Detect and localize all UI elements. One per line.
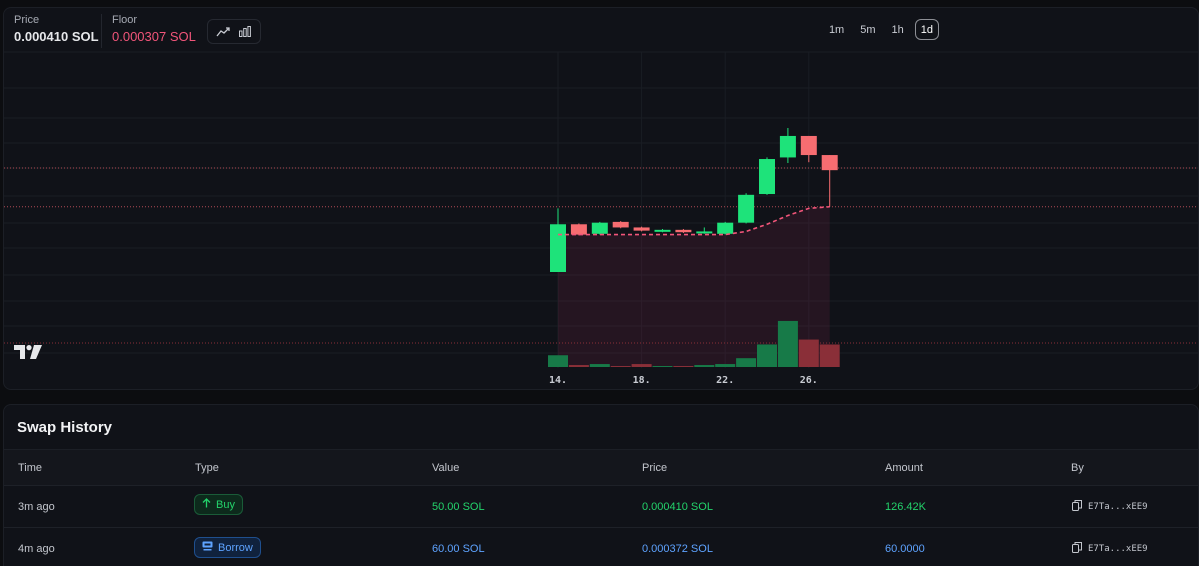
candle — [570, 224, 587, 235]
row-value: 50.00 SOL — [432, 501, 485, 513]
timeframe-1h-button[interactable]: 1h — [891, 23, 904, 36]
swap-history-title: Swap History — [17, 419, 113, 436]
candle — [654, 229, 671, 232]
volume-bar — [673, 366, 694, 367]
column-header-type: Type — [195, 462, 219, 474]
type-label: Buy — [216, 498, 235, 511]
candle — [738, 194, 755, 223]
volume-bar — [631, 364, 652, 367]
price-label: Price — [14, 14, 40, 26]
volume-bar — [610, 366, 631, 367]
swap-history-panel: Swap History Time Type Value Price Amoun… — [3, 404, 1199, 566]
volume-bar — [715, 364, 736, 367]
tradingview-logo-icon[interactable] — [14, 345, 42, 364]
table-row[interactable]: 3m ago Buy 50.00 SOL 0.000410 SOL 126.42… — [4, 485, 1198, 527]
candle — [759, 159, 775, 195]
table-row[interactable]: 4m ago Borrow 60.00 SOL 0.000372 SOL 60.… — [4, 527, 1198, 566]
timeframe-1m-button[interactable]: 1m — [828, 23, 845, 36]
volume-bar — [568, 365, 589, 367]
chart-type-toggle — [207, 19, 261, 44]
candle — [800, 135, 817, 156]
floor-area — [558, 206, 830, 367]
candle — [591, 222, 608, 234]
candle — [717, 222, 734, 234]
row-price: 0.000372 SOL — [642, 543, 713, 555]
column-header-price: Price — [642, 462, 668, 474]
timeframe-selector: 1m 5m 1h 1d — [824, 19, 939, 40]
row-by[interactable]: E7Ta...xEE9 — [1072, 500, 1148, 514]
volume-bar — [819, 344, 840, 367]
row-time: 4m ago — [18, 543, 55, 555]
candle — [675, 229, 692, 233]
row-value: 60.00 SOL — [432, 543, 485, 555]
floor-label: Floor — [112, 14, 138, 26]
price-chart-panel: 14. 18. 22. 26. Price 0.000410 SOL Floor 0.… — [3, 7, 1199, 390]
volume-bar — [736, 358, 757, 367]
line-chart-icon[interactable] — [214, 23, 232, 41]
volume-bar — [548, 355, 568, 367]
floor-series-line — [558, 205, 830, 236]
arrow-up-icon — [202, 498, 211, 511]
column-header-by: By — [1071, 462, 1084, 474]
wallet-address: E7Ta...xEE9 — [1088, 544, 1148, 554]
candle — [612, 221, 629, 228]
candle — [633, 227, 650, 231]
volume-bar — [777, 320, 798, 367]
candlestick-chart[interactable]: 14. 18. 22. 26. — [4, 8, 1199, 390]
row-price: 0.000410 SOL — [642, 501, 713, 513]
candle — [550, 224, 566, 272]
x-tick-label: 22. — [716, 375, 734, 386]
candle — [696, 231, 713, 234]
type-label: Borrow — [218, 541, 253, 554]
type-badge-borrow[interactable]: Borrow — [194, 537, 261, 558]
type-badge-buy[interactable]: Buy — [194, 494, 243, 515]
copy-icon[interactable] — [1072, 542, 1082, 556]
bar-chart-icon[interactable] — [236, 23, 254, 41]
table-header: Time Type Value Price Amount By — [4, 449, 1198, 486]
column-header-time: Time — [18, 462, 43, 474]
price-value: 0.000410 SOL — [14, 29, 99, 44]
volume-bar — [757, 344, 777, 367]
x-tick-label: 14. — [549, 375, 567, 386]
candle — [821, 155, 838, 171]
volume-bar — [798, 339, 819, 367]
volume-bar — [652, 366, 673, 367]
row-amount: 126.42K — [885, 501, 926, 513]
floor-stat: Floor 0.000307 SOL — [112, 14, 196, 44]
borrow-icon — [202, 541, 213, 554]
timeframe-5m-button[interactable]: 5m — [860, 23, 876, 36]
row-time: 3m ago — [18, 501, 55, 513]
wallet-address: E7Ta...xEE9 — [1088, 502, 1148, 512]
row-by[interactable]: E7Ta...xEE9 — [1072, 542, 1148, 556]
x-tick-label: 26. — [800, 375, 818, 386]
floor-value: 0.000307 SOL — [112, 29, 196, 44]
volume-bar — [694, 365, 715, 367]
volume-bar — [589, 364, 610, 367]
price-stat: Price 0.000410 SOL — [14, 14, 99, 44]
row-amount: 60.0000 — [885, 543, 925, 555]
stat-divider — [101, 14, 102, 48]
x-tick-label: 18. — [633, 375, 651, 386]
timeframe-1d-button[interactable]: 1d — [914, 19, 939, 40]
candle — [779, 135, 796, 158]
column-header-amount: Amount — [885, 462, 923, 474]
column-header-value: Value — [432, 462, 460, 474]
copy-icon[interactable] — [1072, 500, 1082, 514]
